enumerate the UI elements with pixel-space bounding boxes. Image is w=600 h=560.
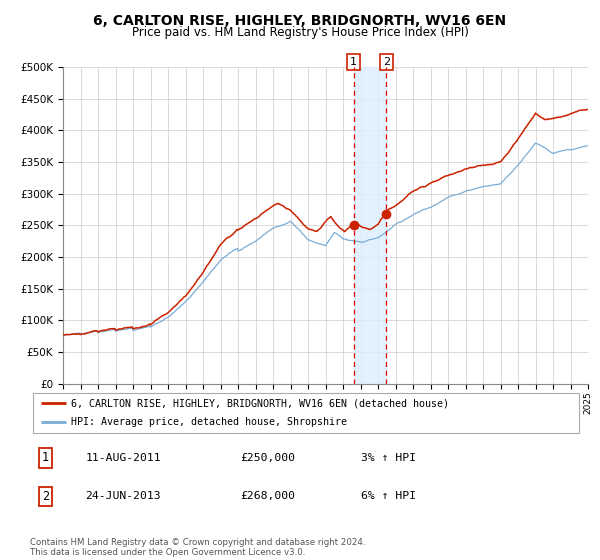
- Text: £268,000: £268,000: [240, 491, 295, 501]
- Text: Price paid vs. HM Land Registry's House Price Index (HPI): Price paid vs. HM Land Registry's House …: [131, 26, 469, 39]
- Bar: [353, 67, 386, 384]
- Text: 1: 1: [350, 57, 357, 67]
- Text: 6, CARLTON RISE, HIGHLEY, BRIDGNORTH, WV16 6EN: 6, CARLTON RISE, HIGHLEY, BRIDGNORTH, WV…: [94, 14, 506, 28]
- Text: £250,000: £250,000: [240, 453, 295, 463]
- Text: HPI: Average price, detached house, Shropshire: HPI: Average price, detached house, Shro…: [71, 417, 347, 427]
- Text: 6% ↑ HPI: 6% ↑ HPI: [361, 491, 416, 501]
- Text: 1: 1: [42, 451, 49, 464]
- Text: 11-AUG-2011: 11-AUG-2011: [85, 453, 161, 463]
- Text: 2: 2: [383, 57, 390, 67]
- FancyBboxPatch shape: [33, 393, 579, 433]
- Text: 6, CARLTON RISE, HIGHLEY, BRIDGNORTH, WV16 6EN (detached house): 6, CARLTON RISE, HIGHLEY, BRIDGNORTH, WV…: [71, 398, 449, 408]
- Text: 3% ↑ HPI: 3% ↑ HPI: [361, 453, 416, 463]
- Text: 2: 2: [42, 490, 49, 503]
- Text: Contains HM Land Registry data © Crown copyright and database right 2024.
This d: Contains HM Land Registry data © Crown c…: [30, 538, 365, 557]
- Text: 24-JUN-2013: 24-JUN-2013: [85, 491, 161, 501]
